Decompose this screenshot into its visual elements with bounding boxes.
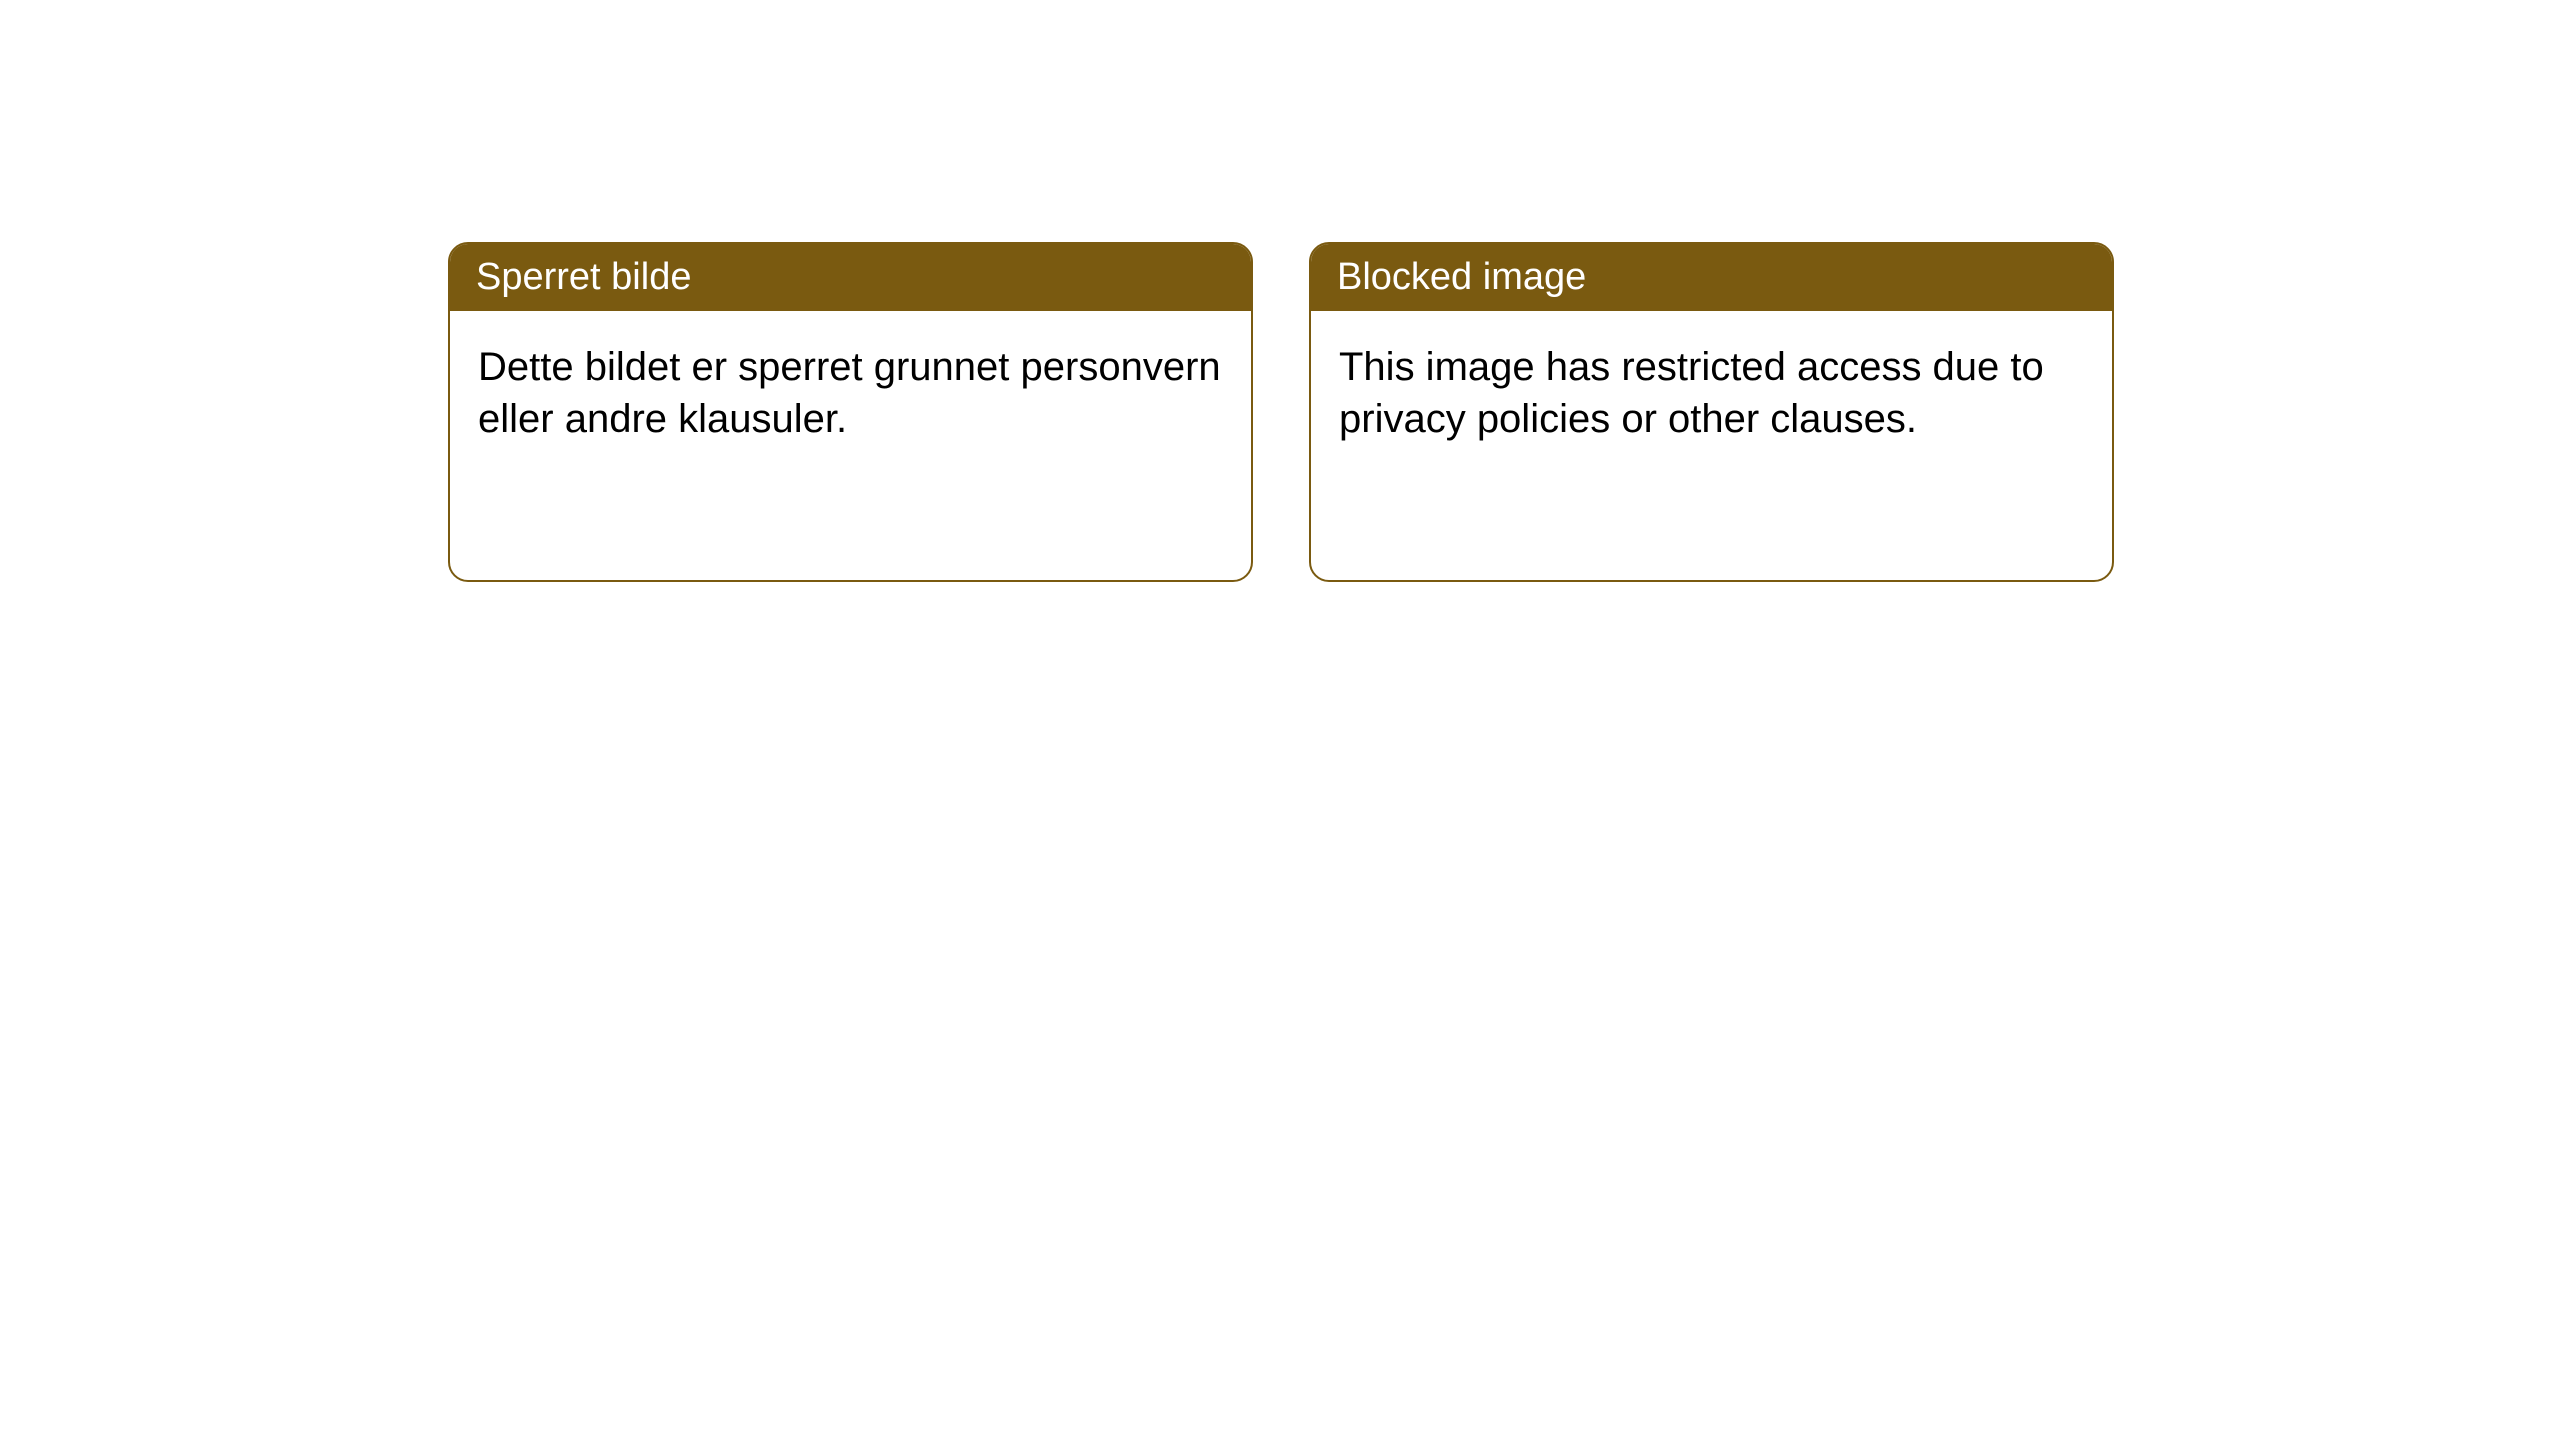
notice-title: Sperret bilde bbox=[476, 256, 691, 298]
notice-header: Sperret bilde bbox=[450, 244, 1251, 311]
notice-body: This image has restricted access due to … bbox=[1311, 311, 2112, 475]
notice-card-norwegian: Sperret bilde Dette bildet er sperret gr… bbox=[448, 242, 1253, 582]
notice-body-text: This image has restricted access due to … bbox=[1339, 345, 2044, 441]
notice-card-english: Blocked image This image has restricted … bbox=[1309, 242, 2114, 582]
notice-title: Blocked image bbox=[1337, 256, 1586, 298]
notice-body-text: Dette bildet er sperret grunnet personve… bbox=[478, 345, 1221, 441]
notice-header: Blocked image bbox=[1311, 244, 2112, 311]
notice-container: Sperret bilde Dette bildet er sperret gr… bbox=[448, 242, 2114, 582]
notice-body: Dette bildet er sperret grunnet personve… bbox=[450, 311, 1251, 475]
